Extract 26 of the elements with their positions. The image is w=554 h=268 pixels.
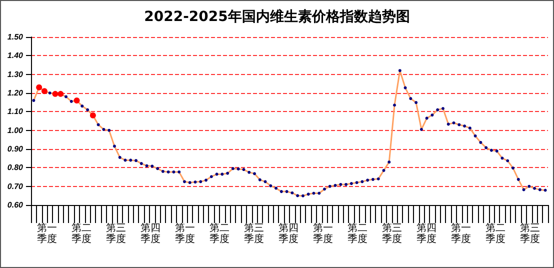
- y-tick-label: 0.60: [7, 200, 24, 210]
- y-tick-label: 1.10: [7, 107, 24, 116]
- text: 第四季度: [140, 222, 161, 245]
- y-tick-label: 1.40: [7, 51, 24, 60]
- y-tick-label: 1.20: [7, 88, 24, 98]
- text: 第四季度: [416, 222, 436, 245]
- text: 第二季度: [347, 222, 368, 245]
- text: 第二季度: [72, 222, 92, 245]
- text: 第三季度: [244, 222, 264, 245]
- y-tick-label: 1.30: [7, 70, 24, 79]
- text: 第二季度: [210, 222, 230, 245]
- text: 第一季度: [312, 222, 333, 245]
- y-tick-label: 0.80: [7, 163, 24, 172]
- y-tick-label: 1.00: [7, 126, 24, 135]
- text: 第三季度: [106, 222, 126, 245]
- text: 第二季度: [485, 222, 506, 245]
- text: 第一季度: [175, 222, 196, 245]
- text: 第三季度: [520, 222, 540, 245]
- text: 第一季度: [37, 222, 58, 245]
- y-tick-label: 0.90: [7, 144, 24, 154]
- y-tick-label: 0.70: [7, 182, 24, 191]
- text: 第四季度: [278, 222, 298, 245]
- y-tick-label: 1.50: [7, 32, 24, 42]
- text: 第一季度: [450, 222, 471, 245]
- chart-title: 2022-2025年国内维生素价格指数趋势图: [144, 8, 410, 25]
- text: 第三季度: [382, 222, 402, 245]
